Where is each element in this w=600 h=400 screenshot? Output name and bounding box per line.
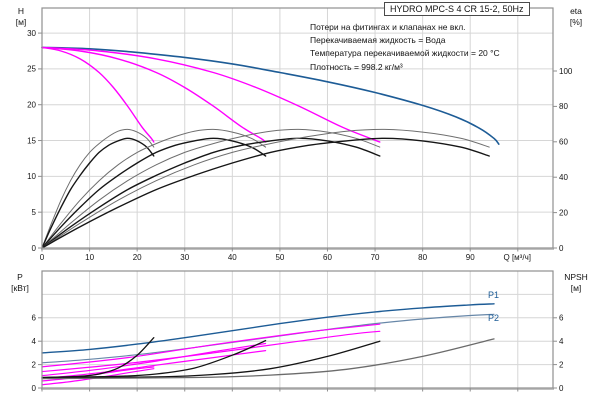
eta-axis-label: eta [%] <box>558 6 594 28</box>
eta-axis-symbol: eta <box>570 6 582 16</box>
x-tick-label: 0 <box>40 253 45 262</box>
h-axis-unit: [м] <box>15 17 27 27</box>
y2-tick-label: 0 <box>559 384 564 393</box>
npsh-axis-symbol: NPSH <box>564 272 588 282</box>
curve-p1 <box>41 303 495 354</box>
conditions-text: Потери на фитингах и клапанах не вкл. Пе… <box>310 21 500 74</box>
p-axis-symbol: P <box>17 272 23 282</box>
hq-eta-chart-frame <box>41 7 554 249</box>
x-tick-label: 20 <box>133 253 142 262</box>
power-npsh-chart: 0 2 4 6 0 2 4 6 <box>32 270 564 393</box>
x-tick-label: 60 <box>323 253 332 262</box>
curve-p-3-pumps-b <box>41 330 381 373</box>
curve-eta-2-pumps-a <box>41 128 267 249</box>
y2-tick-label: 6 <box>559 314 564 323</box>
npsh-axis-unit: [м] <box>570 283 582 293</box>
curve-h-4-pumps <box>41 46 500 145</box>
x-tick-label: 10 <box>85 253 94 262</box>
p-axis-label: P [кВт] <box>2 272 38 294</box>
info-line-temperature: Температура перекачиваемой жидкости = 20… <box>310 48 500 59</box>
y2-tick-label: 100 <box>559 67 573 76</box>
x-tick-label: 70 <box>371 253 380 262</box>
h-axis-label: H [м] <box>6 6 36 28</box>
curve-eta-3-pumps-b <box>41 137 381 249</box>
curve-eta-1-pump-a <box>41 128 155 249</box>
x-tick-label: 30 <box>180 253 189 262</box>
y-tick-label: 6 <box>32 314 37 323</box>
y2-tick-label: 0 <box>559 244 564 253</box>
h-axis-symbol: H <box>17 6 25 16</box>
y-tick-label: 10 <box>27 172 36 181</box>
y-tick-label: 20 <box>27 101 36 110</box>
power-npsh-chart-frame <box>41 270 554 389</box>
x-tick-label: 40 <box>228 253 237 262</box>
y-tick-label: 0 <box>32 244 37 253</box>
y-tick-label: 2 <box>32 360 37 369</box>
npsh-axis-label: NPSH [м] <box>554 272 598 294</box>
curve-p-2-pumps-a <box>41 342 267 377</box>
x-tick-label: 80 <box>418 253 427 262</box>
eta-axis-unit: [%] <box>569 17 583 27</box>
p-axis-unit: [кВт] <box>11 283 29 293</box>
info-line-liquid: Перекачиваемая жидкость = Вода <box>310 35 446 46</box>
curve-h-2-pumps <box>41 46 267 143</box>
y-tick-label: 30 <box>27 29 36 38</box>
x-tick-label: 90 <box>466 253 475 262</box>
x-tick-label: 50 <box>275 253 284 262</box>
curve-eta-3-pumps-a <box>41 128 381 249</box>
y-tick-label: 15 <box>27 136 36 145</box>
curve-eta-4-pumps-b <box>41 137 490 249</box>
curve-h-1-pump <box>41 46 155 143</box>
y2-tick-label: 20 <box>559 208 568 217</box>
y-tick-label: 5 <box>32 208 37 217</box>
curve-eta-2-pumps-b <box>41 137 267 249</box>
curve-npsh-4-pumps <box>41 338 495 380</box>
info-line-density: Плотность = 998.2 кг/м³ <box>310 61 403 72</box>
y2-tick-label: 4 <box>559 337 564 346</box>
x-axis-label: Q [м³/ч] <box>504 253 531 262</box>
curve-h-3-pumps <box>41 46 381 143</box>
info-line-fittings: Потери на фитингах и клапанах не вкл. <box>310 22 466 32</box>
model-title-box: HYDRO MPC-S 4 CR 15-2, 50Hz <box>384 2 530 16</box>
y-tick-label: 0 <box>32 384 37 393</box>
y2-tick-label: 2 <box>559 360 564 369</box>
curve-npsh-2-pumps <box>41 339 267 379</box>
curve-p-3-pumps-a <box>41 323 381 368</box>
curve-npsh-3-pumps <box>41 340 381 379</box>
p1-curve-label: P1 <box>488 290 500 300</box>
y2-tick-label: 80 <box>559 102 568 111</box>
p2-curve-label: P2 <box>488 313 500 323</box>
curve-eta-4-pumps-a <box>41 128 490 249</box>
hq-eta-chart: 0 5 10 15 20 25 30 0 20 40 60 80 100 0 10 20 30 40 50 60 70 8… <box>27 7 573 262</box>
y-tick-label: 25 <box>27 65 36 74</box>
y-tick-label: 4 <box>32 337 37 346</box>
y2-tick-label: 60 <box>559 138 568 147</box>
y2-tick-label: 40 <box>559 173 568 182</box>
curve-eta-1-pump-b <box>41 137 155 249</box>
